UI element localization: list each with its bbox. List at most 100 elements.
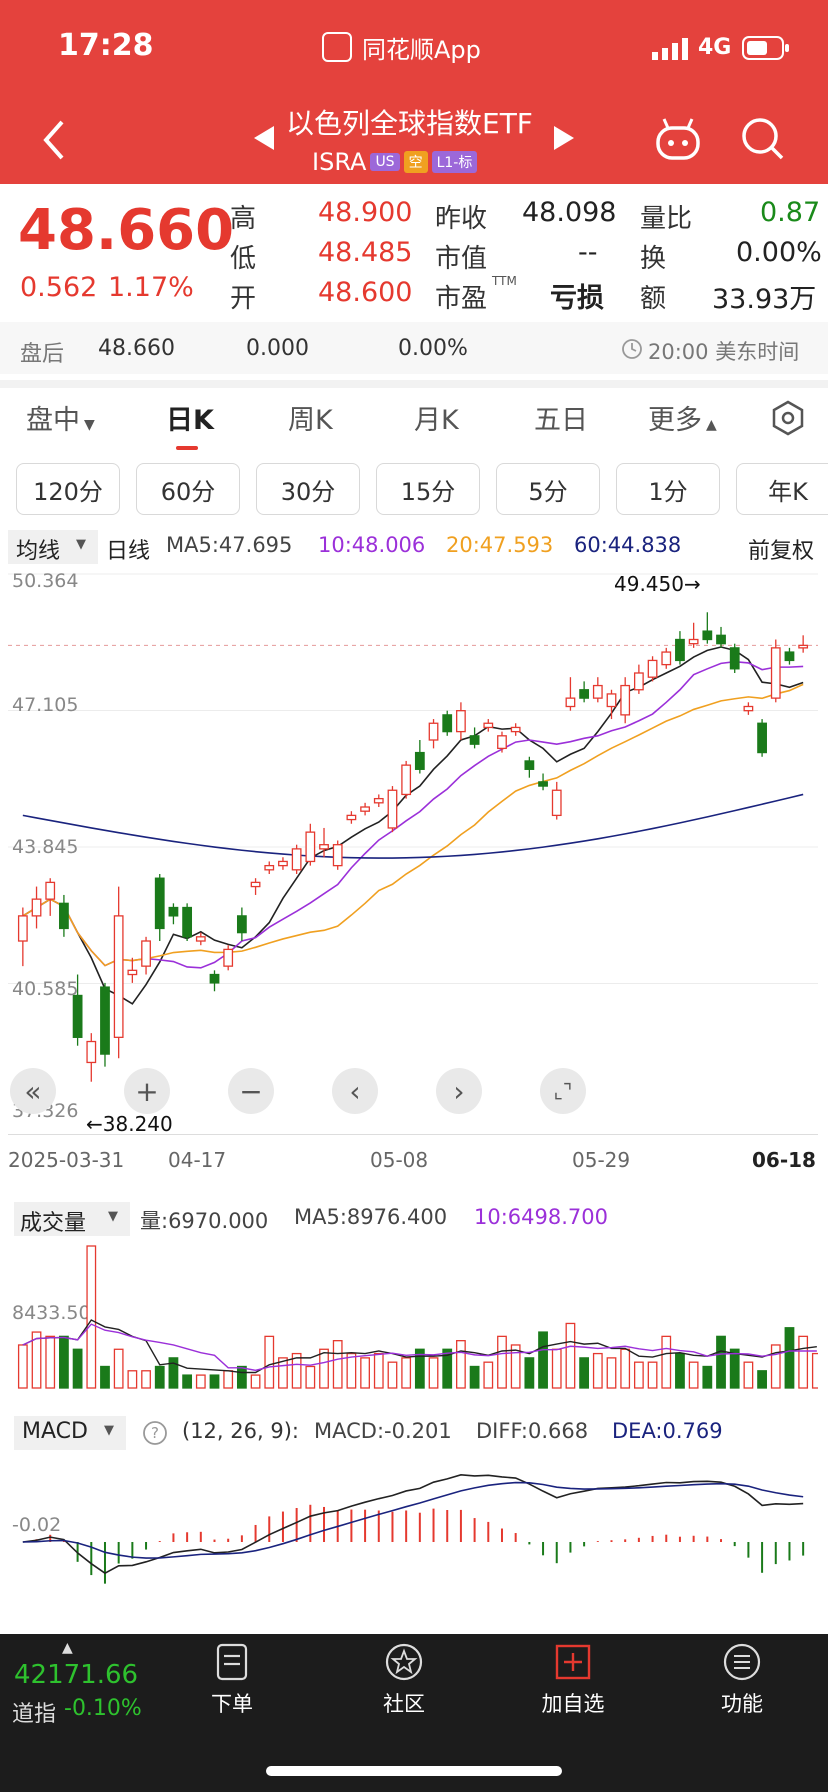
nav-add-watchlist-label: 加自选: [541, 1692, 605, 1716]
volume-bar: [414, 1348, 425, 1389]
candle-body: [305, 831, 316, 863]
candle-body: [798, 644, 809, 649]
period-30m[interactable]: 30分: [256, 463, 360, 515]
plus-icon: +: [135, 1074, 159, 1108]
tab-daily-k[interactable]: 日K: [166, 405, 214, 436]
volume-bar: [154, 1365, 165, 1389]
period-1m[interactable]: 1分: [616, 463, 720, 515]
candle-body: [414, 751, 425, 770]
index-change[interactable]: -0.10%: [64, 1696, 142, 1721]
volume-bar: [182, 1374, 193, 1389]
search-icon[interactable]: [740, 116, 786, 166]
ma-selector[interactable]: [8, 530, 98, 564]
chevron-right-icon: ›: [453, 1074, 465, 1108]
after-hours-time: 20:00 美东时间: [648, 340, 800, 364]
next-stock-icon[interactable]: [552, 124, 576, 156]
tab-weekly-k[interactable]: 周K: [288, 405, 333, 436]
help-icon[interactable]: ?: [142, 1420, 168, 1450]
macd-chart[interactable]: [8, 1454, 818, 1620]
volume-bar: [757, 1370, 767, 1389]
volume-ma10: 10:6498.700: [474, 1205, 608, 1229]
candle-body: [524, 760, 535, 770]
candle-body: [565, 697, 576, 708]
zoom-out-button[interactable]: −: [228, 1068, 274, 1114]
volume-ma5-line: [22, 1319, 817, 1374]
fullscreen-button[interactable]: ⌞⌝: [540, 1068, 586, 1114]
scroll-right-button[interactable]: ›: [436, 1068, 482, 1114]
candle-body: [510, 726, 521, 733]
macd-params: (12, 26, 9):: [182, 1419, 299, 1443]
high-annotation: 49.450→: [614, 572, 701, 596]
candle-body: [195, 936, 206, 942]
nav-community[interactable]: 社区: [372, 1642, 436, 1718]
period-60m[interactable]: 60分: [136, 463, 240, 515]
nav-place-order[interactable]: 下单: [200, 1642, 264, 1718]
candle-body: [538, 781, 548, 787]
volume-bar: [17, 1344, 28, 1389]
volume-bar: [798, 1335, 809, 1389]
zoom-in-button[interactable]: +: [124, 1068, 170, 1114]
nav-functions[interactable]: 功能: [710, 1642, 774, 1718]
tab-intraday[interactable]: 盘中 ▼: [26, 398, 95, 437]
volume-bar: [606, 1357, 617, 1389]
volume-bar: [510, 1344, 521, 1389]
prev-close-value: 48.098: [522, 197, 617, 228]
date-axis-label: 05-29: [572, 1148, 631, 1172]
volume-bar: [483, 1361, 494, 1389]
volume-bar: [524, 1357, 535, 1389]
assistant-robot-icon[interactable]: [654, 116, 702, 166]
scroll-left-button[interactable]: ‹: [332, 1068, 378, 1114]
volume-selector[interactable]: [14, 1202, 130, 1236]
volume-bar: [141, 1370, 151, 1389]
after-hours-price: 48.660: [98, 336, 175, 361]
tab-intraday-label: 盘中: [26, 405, 80, 436]
candle-body: [702, 630, 713, 641]
volume-value: 量:6970.000: [140, 1209, 269, 1233]
amount-value: 33.93万: [712, 284, 817, 315]
candle-body: [579, 689, 590, 699]
back-arrow-icon[interactable]: [40, 118, 70, 162]
index-name[interactable]: 道指: [12, 1702, 57, 1727]
volume-chart[interactable]: [8, 1238, 818, 1396]
turnover-value: 0.00%: [736, 237, 822, 268]
period-120m[interactable]: 120分: [16, 463, 120, 515]
zoom-fit-button[interactable]: «: [10, 1068, 56, 1114]
volume-bar: [647, 1361, 658, 1389]
candle-body: [729, 647, 740, 670]
macd-selector[interactable]: [14, 1416, 126, 1450]
volume-bar: [743, 1361, 754, 1389]
period-15m[interactable]: 15分: [376, 463, 480, 515]
volume-bar: [168, 1357, 179, 1389]
candle-body: [17, 915, 28, 942]
period-year-k[interactable]: 年K: [736, 463, 828, 515]
candle-body: [291, 848, 302, 871]
volume-bar: [729, 1348, 740, 1389]
candle-body: [675, 638, 685, 662]
amount-label: 额: [640, 284, 667, 314]
period-5m[interactable]: 5分: [496, 463, 600, 515]
candle-body: [182, 906, 193, 938]
kline-chart[interactable]: [8, 568, 818, 1134]
ma5-value: MA5:47.695: [166, 533, 293, 557]
chart-settings-icon[interactable]: [770, 400, 806, 440]
tab-more-label: 更多: [648, 405, 702, 436]
tab-more[interactable]: 更多 ▲: [648, 398, 717, 437]
nav-add-watchlist[interactable]: 加自选: [534, 1642, 612, 1718]
tab-five-day[interactable]: 五日: [534, 405, 588, 436]
volume-bar: [716, 1335, 726, 1389]
chevron-left-icon: ‹: [349, 1074, 361, 1108]
candle-body: [209, 973, 220, 984]
candle-body: [661, 651, 672, 666]
tab-monthly-k[interactable]: 月K: [414, 405, 459, 436]
candle-body: [633, 672, 644, 691]
low-label: 低: [230, 244, 257, 274]
candle-body: [278, 860, 288, 867]
prev-stock-icon[interactable]: [252, 124, 276, 156]
adjust-mode[interactable]: 前复权: [748, 539, 815, 564]
candle-body: [31, 898, 42, 917]
candle-body: [551, 789, 562, 817]
volume-ratio-label: 量比: [640, 204, 693, 234]
ma10-value: 10:48.006: [318, 533, 426, 557]
index-value[interactable]: 42171.66: [14, 1660, 139, 1690]
market-cap-value: --: [578, 237, 598, 268]
